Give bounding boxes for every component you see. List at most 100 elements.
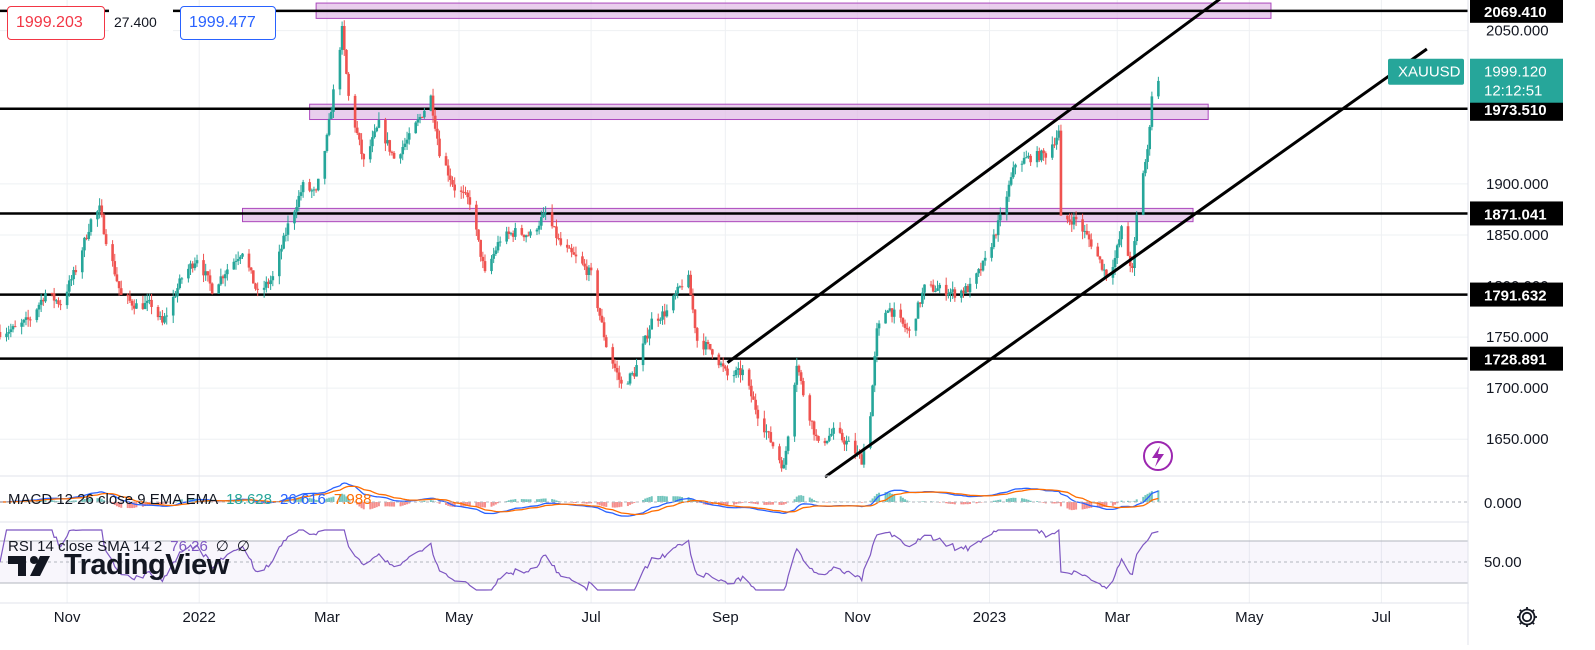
candle-body <box>438 139 441 157</box>
macd-histogram-bar <box>400 502 402 506</box>
candle-body <box>417 119 420 122</box>
candle-body <box>902 318 905 324</box>
candle-body <box>904 324 907 328</box>
candle-body <box>954 289 957 297</box>
lightning-icon[interactable] <box>1144 442 1172 470</box>
candle-body <box>285 235 288 236</box>
macd-histogram-bar <box>999 500 1001 502</box>
macd-histogram-bar <box>627 502 629 506</box>
candle-body <box>815 435 818 436</box>
candle-body <box>391 152 394 153</box>
candle-body <box>269 280 272 284</box>
candle-body <box>57 300 60 304</box>
candle-body <box>1023 158 1026 164</box>
candle-body <box>1066 216 1069 220</box>
candle-body <box>126 295 129 296</box>
macd-histogram-bar <box>376 502 378 507</box>
candle-body <box>832 428 835 434</box>
candle-body <box>763 418 766 432</box>
macd-line-value: 26.616 <box>280 491 326 508</box>
macd-histogram-bar <box>525 499 527 502</box>
candle-body <box>921 293 924 304</box>
time-tick-label: 2022 <box>183 609 216 626</box>
candle-body <box>538 226 541 230</box>
candle-body <box>295 207 298 212</box>
candle-body <box>808 395 811 420</box>
candle-body <box>116 274 119 281</box>
macd-histogram-bar <box>1112 502 1114 506</box>
candle-body <box>735 370 738 375</box>
price-tick-label: 2050.000 <box>1486 23 1549 40</box>
candle-body <box>217 284 220 293</box>
macd-histogram-bar <box>1073 502 1075 510</box>
candle-body <box>899 310 902 318</box>
candle-body <box>1021 164 1024 165</box>
macd-histogram-bar <box>904 499 906 502</box>
candle-body <box>707 342 710 344</box>
candle-body <box>1086 231 1089 234</box>
candle-body <box>150 300 153 307</box>
candle-body <box>949 292 952 294</box>
macd-histogram-bar <box>921 501 923 502</box>
candle-body <box>696 328 699 341</box>
macd-histogram-bar <box>475 502 477 506</box>
candle-body <box>482 257 485 261</box>
candle-body <box>934 291 937 292</box>
macd-histogram-bar <box>1014 498 1016 502</box>
candle-body <box>83 238 86 251</box>
macd-histogram-bar <box>1030 501 1032 502</box>
candle-body <box>1042 150 1045 153</box>
macd-histogram-bar <box>478 502 480 507</box>
candle-body <box>399 154 402 158</box>
macd-histogram-bar <box>423 501 425 502</box>
candle-body <box>20 323 23 327</box>
candle-body <box>10 329 13 332</box>
macd-histogram-bar <box>391 502 393 507</box>
candle-body <box>726 369 729 376</box>
candle-body <box>339 50 342 89</box>
candle-body <box>984 258 987 261</box>
candle-body <box>499 242 502 243</box>
gear-icon[interactable] <box>1512 602 1542 632</box>
candle-body <box>570 248 573 252</box>
candle-body <box>1114 258 1117 267</box>
candle-body <box>830 434 833 436</box>
candle-body <box>256 289 259 290</box>
candle-body <box>540 217 543 226</box>
macd-histogram-bar <box>748 502 750 503</box>
time-tick-label: Mar <box>1104 609 1130 626</box>
candle-body <box>674 294 677 296</box>
macd-histogram-bar <box>1071 502 1073 510</box>
candle-body <box>135 303 138 308</box>
candle-body <box>282 236 285 249</box>
macd-histogram-bar <box>783 502 785 505</box>
candle-body <box>38 305 41 310</box>
macd-histogram-bar <box>387 502 389 506</box>
candle-body <box>453 185 456 191</box>
buy-price-box[interactable]: 1999.477 <box>180 6 276 40</box>
macd-histogram-bar <box>1010 498 1012 502</box>
candle-body <box>369 146 372 159</box>
macd-histogram-bar <box>508 500 510 502</box>
macd-histogram-bar <box>1060 502 1062 506</box>
candle-body <box>129 296 132 301</box>
candle-body <box>648 330 651 339</box>
macd-histogram-bar <box>659 496 661 502</box>
candle-body <box>893 310 896 317</box>
tradingview-wordmark: TradingView <box>64 549 229 582</box>
candle-body <box>529 231 532 235</box>
candle-body <box>635 365 638 376</box>
macd-histogram-bar <box>1021 498 1023 502</box>
candle-body <box>642 343 645 365</box>
tradingview-logo: TradingView <box>8 545 229 585</box>
candle-body <box>990 247 993 258</box>
candle-body <box>163 316 166 322</box>
candle-body <box>555 227 558 239</box>
grid-lines <box>0 0 1468 603</box>
candle-body <box>362 154 365 159</box>
sell-price-box[interactable]: 1999.203 <box>7 6 105 40</box>
macd-histogram-bar <box>900 496 902 502</box>
